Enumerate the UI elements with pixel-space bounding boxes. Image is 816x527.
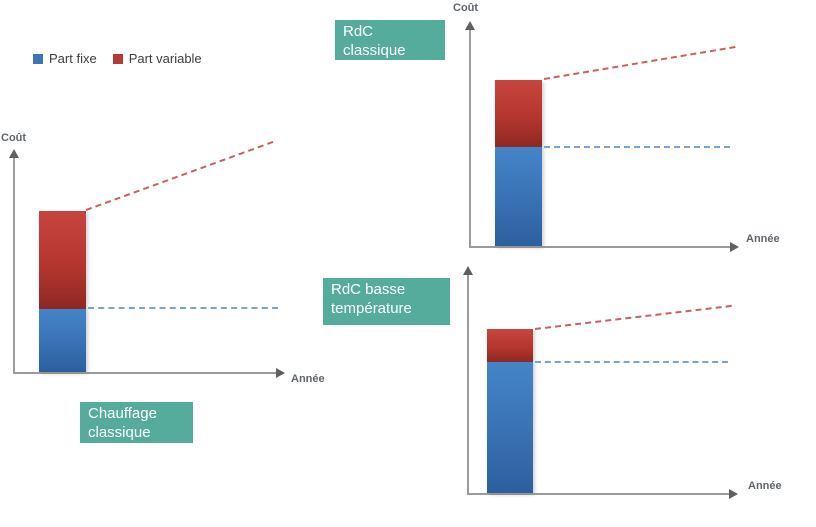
bar-segment-part-variable: [487, 329, 533, 362]
y-axis: [464, 21, 475, 246]
variable-cost-trend-line: [85, 140, 274, 211]
chart-chauffage-classique: Coût Année: [0, 130, 330, 392]
tag-rdc-basse-temperature: RdC basse température: [323, 278, 450, 325]
legend-item-part-variable: Part variable: [112, 51, 202, 66]
chart-rdc-basse-temperature: Année: [440, 260, 816, 510]
y-axis: [8, 149, 19, 372]
x-axis-label: Année: [291, 373, 325, 385]
bar-segment-part-variable: [495, 80, 542, 147]
stacked-bar: [495, 80, 542, 246]
legend-item-part-fixe: Part fixe: [33, 51, 97, 66]
x-axis-arrow-icon: [276, 367, 285, 378]
y-axis: [462, 266, 473, 493]
x-axis: [467, 488, 738, 499]
variable-cost-trend-line: [534, 304, 732, 330]
tag-rdc-classique: RdC classique: [335, 20, 445, 60]
y-axis-arrow-icon: [464, 21, 475, 30]
x-axis: [469, 241, 739, 252]
part-variable-swatch-icon: [112, 53, 123, 64]
y-axis-arrow-icon: [8, 149, 19, 158]
x-axis: [13, 367, 285, 378]
fixed-cost-trend-line: [535, 361, 728, 363]
fixed-cost-trend-line: [544, 146, 730, 148]
part-fixe-label: Part fixe: [49, 51, 97, 66]
fixed-cost-trend-line: [88, 307, 278, 309]
x-axis-label: Année: [748, 480, 782, 492]
variable-cost-trend-line: [543, 45, 736, 80]
tag-chauffage-classique: Chauffage classique: [80, 402, 193, 443]
tag-chauffage-classique-text: Chauffage classique: [88, 405, 157, 441]
tag-rdc-classique-text: RdC classique: [343, 23, 406, 59]
y-axis-arrow-icon: [462, 266, 473, 275]
bar-segment-part-fixe: [39, 309, 86, 372]
chart-rdc-classique: Coût Année: [440, 0, 816, 262]
y-axis-label: Coût: [453, 2, 479, 14]
x-axis-label: Année: [746, 233, 780, 245]
x-axis-arrow-icon: [729, 488, 738, 499]
bar-segment-part-variable: [39, 211, 86, 309]
stacked-bar: [487, 329, 533, 493]
tag-rdc-basse-temperature-text: RdC basse température: [331, 281, 412, 317]
bar-segment-part-fixe: [495, 147, 542, 246]
y-axis-label: Coût: [1, 132, 27, 144]
bar-segment-part-fixe: [487, 362, 533, 493]
part-variable-label: Part variable: [128, 51, 202, 66]
legend: Part fixe Part variable: [33, 51, 218, 66]
part-fixe-swatch-icon: [33, 53, 43, 64]
x-axis-arrow-icon: [730, 241, 739, 252]
stacked-bar: [39, 211, 86, 372]
